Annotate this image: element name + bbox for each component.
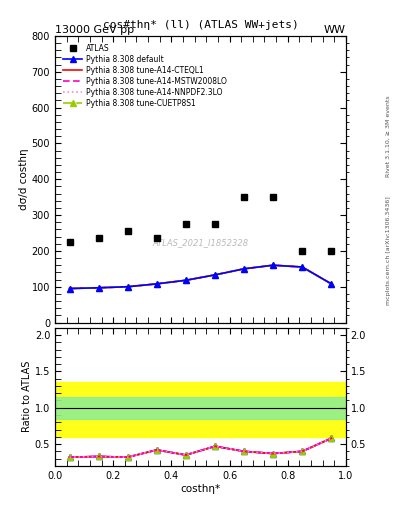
ATLAS [271,194,275,200]
Pythia 8.308 default [67,286,72,292]
Pythia 8.308 tune-A14-MSTW2008LO [154,281,159,287]
ATLAS [184,221,188,227]
Pythia 8.308 tune-CUETP8S1 [329,281,334,287]
ATLAS [300,248,305,254]
Pythia 8.308 tune-A14-CTEQL1 [67,286,72,292]
Pythia 8.308 tune-A14-MSTW2008LO [125,284,130,290]
Pythia 8.308 tune-A14-CTEQL1 [125,284,130,290]
Pythia 8.308 tune-A14-NNPDF2.3LO [96,285,101,291]
Pythia 8.308 tune-A14-MSTW2008LO [213,272,217,278]
Text: ATLAS_2021_I1852328: ATLAS_2021_I1852328 [152,238,248,247]
ATLAS [242,194,246,200]
Pythia 8.308 tune-A14-CTEQL1 [300,264,305,270]
Pythia 8.308 tune-CUETP8S1 [213,272,217,278]
Pythia 8.308 tune-CUETP8S1 [242,266,246,272]
Pythia 8.308 default [154,281,159,287]
Pythia 8.308 tune-A14-MSTW2008LO [242,266,246,272]
Pythia 8.308 tune-A14-NNPDF2.3LO [154,281,159,287]
Legend: ATLAS, Pythia 8.308 default, Pythia 8.308 tune-A14-CTEQL1, Pythia 8.308 tune-A14: ATLAS, Pythia 8.308 default, Pythia 8.30… [62,42,229,109]
Pythia 8.308 default [213,272,217,278]
Pythia 8.308 tune-CUETP8S1 [154,281,159,287]
Pythia 8.308 tune-A14-NNPDF2.3LO [242,266,246,272]
Pythia 8.308 tune-A14-NNPDF2.3LO [184,277,188,283]
Line: Pythia 8.308 tune-CUETP8S1: Pythia 8.308 tune-CUETP8S1 [67,263,334,291]
ATLAS [125,228,130,234]
Line: Pythia 8.308 tune-A14-MSTW2008LO: Pythia 8.308 tune-A14-MSTW2008LO [70,265,331,289]
Pythia 8.308 default [242,266,246,272]
Y-axis label: dσ/d costhη: dσ/d costhη [19,148,29,210]
ATLAS [67,239,72,245]
Pythia 8.308 tune-A14-MSTW2008LO [96,285,101,291]
Pythia 8.308 tune-A14-CTEQL1 [96,285,101,291]
Text: cos#thη* (ll) (ATLAS WW+jets): cos#thη* (ll) (ATLAS WW+jets) [103,20,298,30]
Pythia 8.308 tune-A14-CTEQL1 [329,281,334,287]
Pythia 8.308 default [271,262,275,268]
Text: WW: WW [324,25,346,35]
Pythia 8.308 tune-A14-NNPDF2.3LO [300,264,305,270]
Text: Rivet 3.1.10, ≥ 3M events: Rivet 3.1.10, ≥ 3M events [386,95,391,177]
Pythia 8.308 tune-A14-CTEQL1 [242,266,246,272]
Pythia 8.308 tune-CUETP8S1 [271,262,275,268]
Pythia 8.308 tune-A14-MSTW2008LO [67,286,72,292]
Line: ATLAS: ATLAS [66,194,335,254]
Text: 13000 GeV pp: 13000 GeV pp [55,25,134,35]
Pythia 8.308 tune-CUETP8S1 [125,284,130,290]
ATLAS [154,236,159,242]
ATLAS [329,248,334,254]
Pythia 8.308 default [329,281,334,287]
Line: Pythia 8.308 tune-A14-CTEQL1: Pythia 8.308 tune-A14-CTEQL1 [70,265,331,289]
X-axis label: costhη*: costhη* [180,483,220,494]
Pythia 8.308 tune-A14-CTEQL1 [154,281,159,287]
Pythia 8.308 tune-A14-NNPDF2.3LO [213,272,217,278]
Pythia 8.308 tune-A14-NNPDF2.3LO [271,262,275,268]
Pythia 8.308 default [300,264,305,270]
Pythia 8.308 tune-A14-NNPDF2.3LO [329,281,334,287]
Pythia 8.308 tune-CUETP8S1 [67,286,72,292]
Pythia 8.308 default [96,285,101,291]
Pythia 8.308 default [184,277,188,283]
Pythia 8.308 tune-A14-CTEQL1 [213,272,217,278]
Y-axis label: Ratio to ATLAS: Ratio to ATLAS [22,361,32,433]
Line: Pythia 8.308 default: Pythia 8.308 default [67,263,334,291]
Text: mcplots.cern.ch [arXiv:1306.3436]: mcplots.cern.ch [arXiv:1306.3436] [386,197,391,305]
Pythia 8.308 tune-CUETP8S1 [96,285,101,291]
Pythia 8.308 tune-A14-MSTW2008LO [329,281,334,287]
Pythia 8.308 tune-A14-CTEQL1 [271,262,275,268]
Pythia 8.308 tune-A14-MSTW2008LO [300,264,305,270]
Pythia 8.308 default [125,284,130,290]
Pythia 8.308 tune-A14-MSTW2008LO [184,277,188,283]
Pythia 8.308 tune-A14-NNPDF2.3LO [67,286,72,292]
ATLAS [96,236,101,242]
Pythia 8.308 tune-CUETP8S1 [300,264,305,270]
Pythia 8.308 tune-A14-MSTW2008LO [271,262,275,268]
ATLAS [213,221,217,227]
Pythia 8.308 tune-A14-NNPDF2.3LO [125,284,130,290]
Line: Pythia 8.308 tune-A14-NNPDF2.3LO: Pythia 8.308 tune-A14-NNPDF2.3LO [70,265,331,289]
Pythia 8.308 tune-CUETP8S1 [184,277,188,283]
Pythia 8.308 tune-A14-CTEQL1 [184,277,188,283]
